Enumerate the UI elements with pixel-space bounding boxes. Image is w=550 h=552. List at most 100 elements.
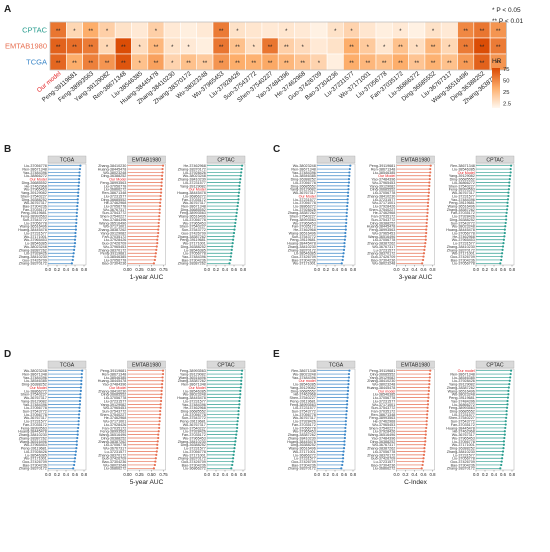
lollipop-label: Wu-36767317 xyxy=(452,191,475,195)
lollipop-point xyxy=(429,164,432,167)
lollipop-label: Sun-37543772 xyxy=(451,221,475,225)
x-tick-label: 0.2 xyxy=(323,472,330,477)
lollipop-label: Liu-38866272 xyxy=(293,204,316,208)
lollipop-label: Liu-36866272 xyxy=(104,188,127,192)
lollipop-label: Ren-38671348 xyxy=(291,369,315,373)
lollipop-label: Wang-36516496 xyxy=(368,235,395,239)
colorbar xyxy=(492,68,500,108)
lollipop-point xyxy=(157,436,160,440)
lollipop-label: Sun-37543772 xyxy=(102,211,126,215)
lollipop-point xyxy=(240,167,243,171)
facet-strip xyxy=(47,360,87,369)
lollipop-label: Liu-38546385 xyxy=(183,389,206,393)
lollipop-label: Yao-37484396 xyxy=(102,383,126,387)
lollipop-point xyxy=(77,191,80,194)
lollipop-label: Huang-38445478 xyxy=(367,386,396,390)
lollipop-label: Wu-36767317 xyxy=(103,208,126,212)
lollipop-point xyxy=(81,369,84,372)
lollipop-label: Ding-36685552 xyxy=(291,184,316,188)
lollipop-label: Bao-37304236 xyxy=(182,258,206,262)
lollipop-point xyxy=(425,426,428,430)
lollipop-point xyxy=(153,463,156,467)
lollipop-point xyxy=(428,181,431,184)
lollipop-point xyxy=(80,383,83,386)
x-tick-label: 0.6 xyxy=(421,472,428,477)
lollipop-point xyxy=(501,457,504,460)
lollipop-point xyxy=(426,406,429,409)
lollipop-point xyxy=(156,242,159,245)
x-tick-label: 0.0 xyxy=(394,267,401,272)
heatmap-significance: * xyxy=(106,29,109,35)
lollipop-point xyxy=(340,262,343,265)
lollipop-label: Liu-37231577 xyxy=(183,399,206,403)
heatmap-significance: ** xyxy=(447,61,452,67)
lollipop-label: Bao-37304236 xyxy=(102,460,126,464)
lollipop-label: Zhang-38387262 xyxy=(19,436,47,440)
x-tick-label: 0.00 xyxy=(123,267,132,272)
lollipop-point xyxy=(238,184,241,187)
lollipop-point xyxy=(79,396,82,399)
lollipop-label: Wu-37171001 xyxy=(293,262,316,266)
lollipop-label: Shen-37540227 xyxy=(180,426,206,430)
facet-title: EMTAB1980 xyxy=(401,362,430,368)
lollipop-point xyxy=(346,403,349,406)
lollipop-point xyxy=(505,218,508,221)
lollipop-label: Zhang-38410230 xyxy=(367,194,395,198)
lollipop-label: Wang-36516496 xyxy=(179,376,206,380)
lollipop-point xyxy=(341,460,344,463)
lollipop-label: Ren-38671348 xyxy=(181,383,205,387)
heatmap-significance: ** xyxy=(463,61,468,67)
lollipop-point xyxy=(238,396,241,399)
lollipop-label: Zhang-38370172 xyxy=(98,453,126,457)
lollipop-point xyxy=(342,450,345,453)
lollipop-point xyxy=(507,393,510,396)
lollipop-point xyxy=(503,436,506,440)
lollipop-label: Liu-37928426 xyxy=(373,204,396,208)
lollipop-label: Shen-37540227 xyxy=(449,416,475,420)
lollipop-label: Liu-36866272 xyxy=(373,467,396,471)
lollipop-label: Liu-38546385 xyxy=(452,167,475,171)
lollipop-point xyxy=(428,178,431,181)
lollipop-point xyxy=(78,406,81,409)
facet-frame xyxy=(316,163,356,266)
lollipop-label: Liu-37056778 xyxy=(183,450,206,454)
lollipop-label: Wu-37965453 xyxy=(372,423,395,427)
heatmap-cell xyxy=(440,21,458,39)
lollipop-label: Liu-38546385 xyxy=(104,376,127,380)
lollipop-label: Yang-39129082 xyxy=(180,372,206,376)
lollipop-label: Liu-37231577 xyxy=(452,413,475,417)
lollipop-point xyxy=(74,453,77,456)
heatmap-cell xyxy=(375,21,393,39)
lollipop-label: Sun-37543772 xyxy=(292,235,316,239)
lollipop-label: Wang-36516496 xyxy=(99,221,126,225)
lollipop-label: Wu-38023248 xyxy=(293,372,316,376)
facet-title: TCGA xyxy=(60,362,75,368)
lollipop-label: Zhang-38410230 xyxy=(288,245,316,249)
heatmap-cell xyxy=(310,37,328,55)
lollipop-point xyxy=(500,463,503,467)
heatmap-significance: ** xyxy=(349,61,354,67)
lollipop-label: Ding-36388252 xyxy=(450,218,475,222)
lollipop-label: Wu-37965453 xyxy=(372,231,395,235)
lollipop-label: Sun-37543772 xyxy=(23,218,47,222)
lollipop-point xyxy=(80,372,83,376)
x-tick-label: 0.2 xyxy=(54,267,61,272)
lollipop-point xyxy=(76,436,79,440)
lollipop-label: Shen-37540227 xyxy=(449,184,475,188)
lollipop-point xyxy=(74,231,77,235)
lollipop-point xyxy=(508,379,511,382)
lollipop-label: Fan-37035172 xyxy=(371,409,395,413)
lollipop-point xyxy=(159,194,162,198)
lollipop-point xyxy=(422,453,426,456)
heatmap-cell xyxy=(408,21,426,39)
lollipop-label: Wang-36516496 xyxy=(99,433,126,437)
lollipop-point xyxy=(156,238,159,241)
lollipop-label: Wu-36767317 xyxy=(24,416,47,420)
lollipop-label: Peng-39119681 xyxy=(290,238,316,242)
lollipop-label: Liu-37231577 xyxy=(104,399,127,403)
lollipop-point xyxy=(154,255,157,258)
lollipop-label: Wu-36767317 xyxy=(103,447,126,451)
panel-c: CTCGAWu-38023248Ren-38671348Yao-37484396… xyxy=(273,144,516,281)
x-tick-label: 0.00 xyxy=(123,472,132,477)
lollipop-label: Our Model xyxy=(30,386,47,390)
